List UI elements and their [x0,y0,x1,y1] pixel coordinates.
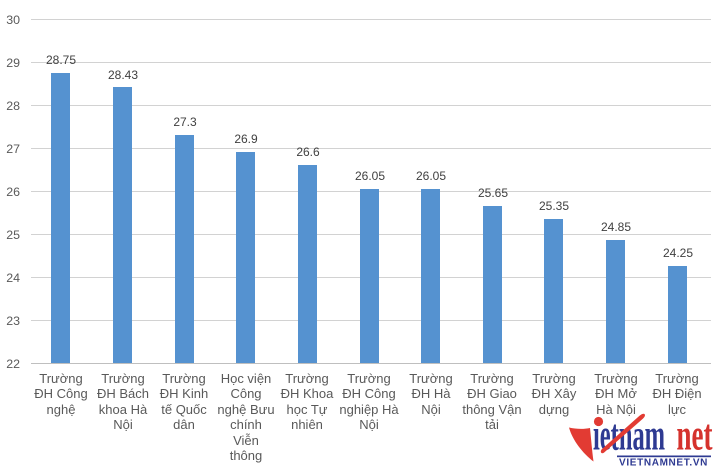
svg-text:net: net [677,411,713,461]
svg-text:VIETNAMNET.VN: VIETNAMNET.VN [619,458,708,469]
